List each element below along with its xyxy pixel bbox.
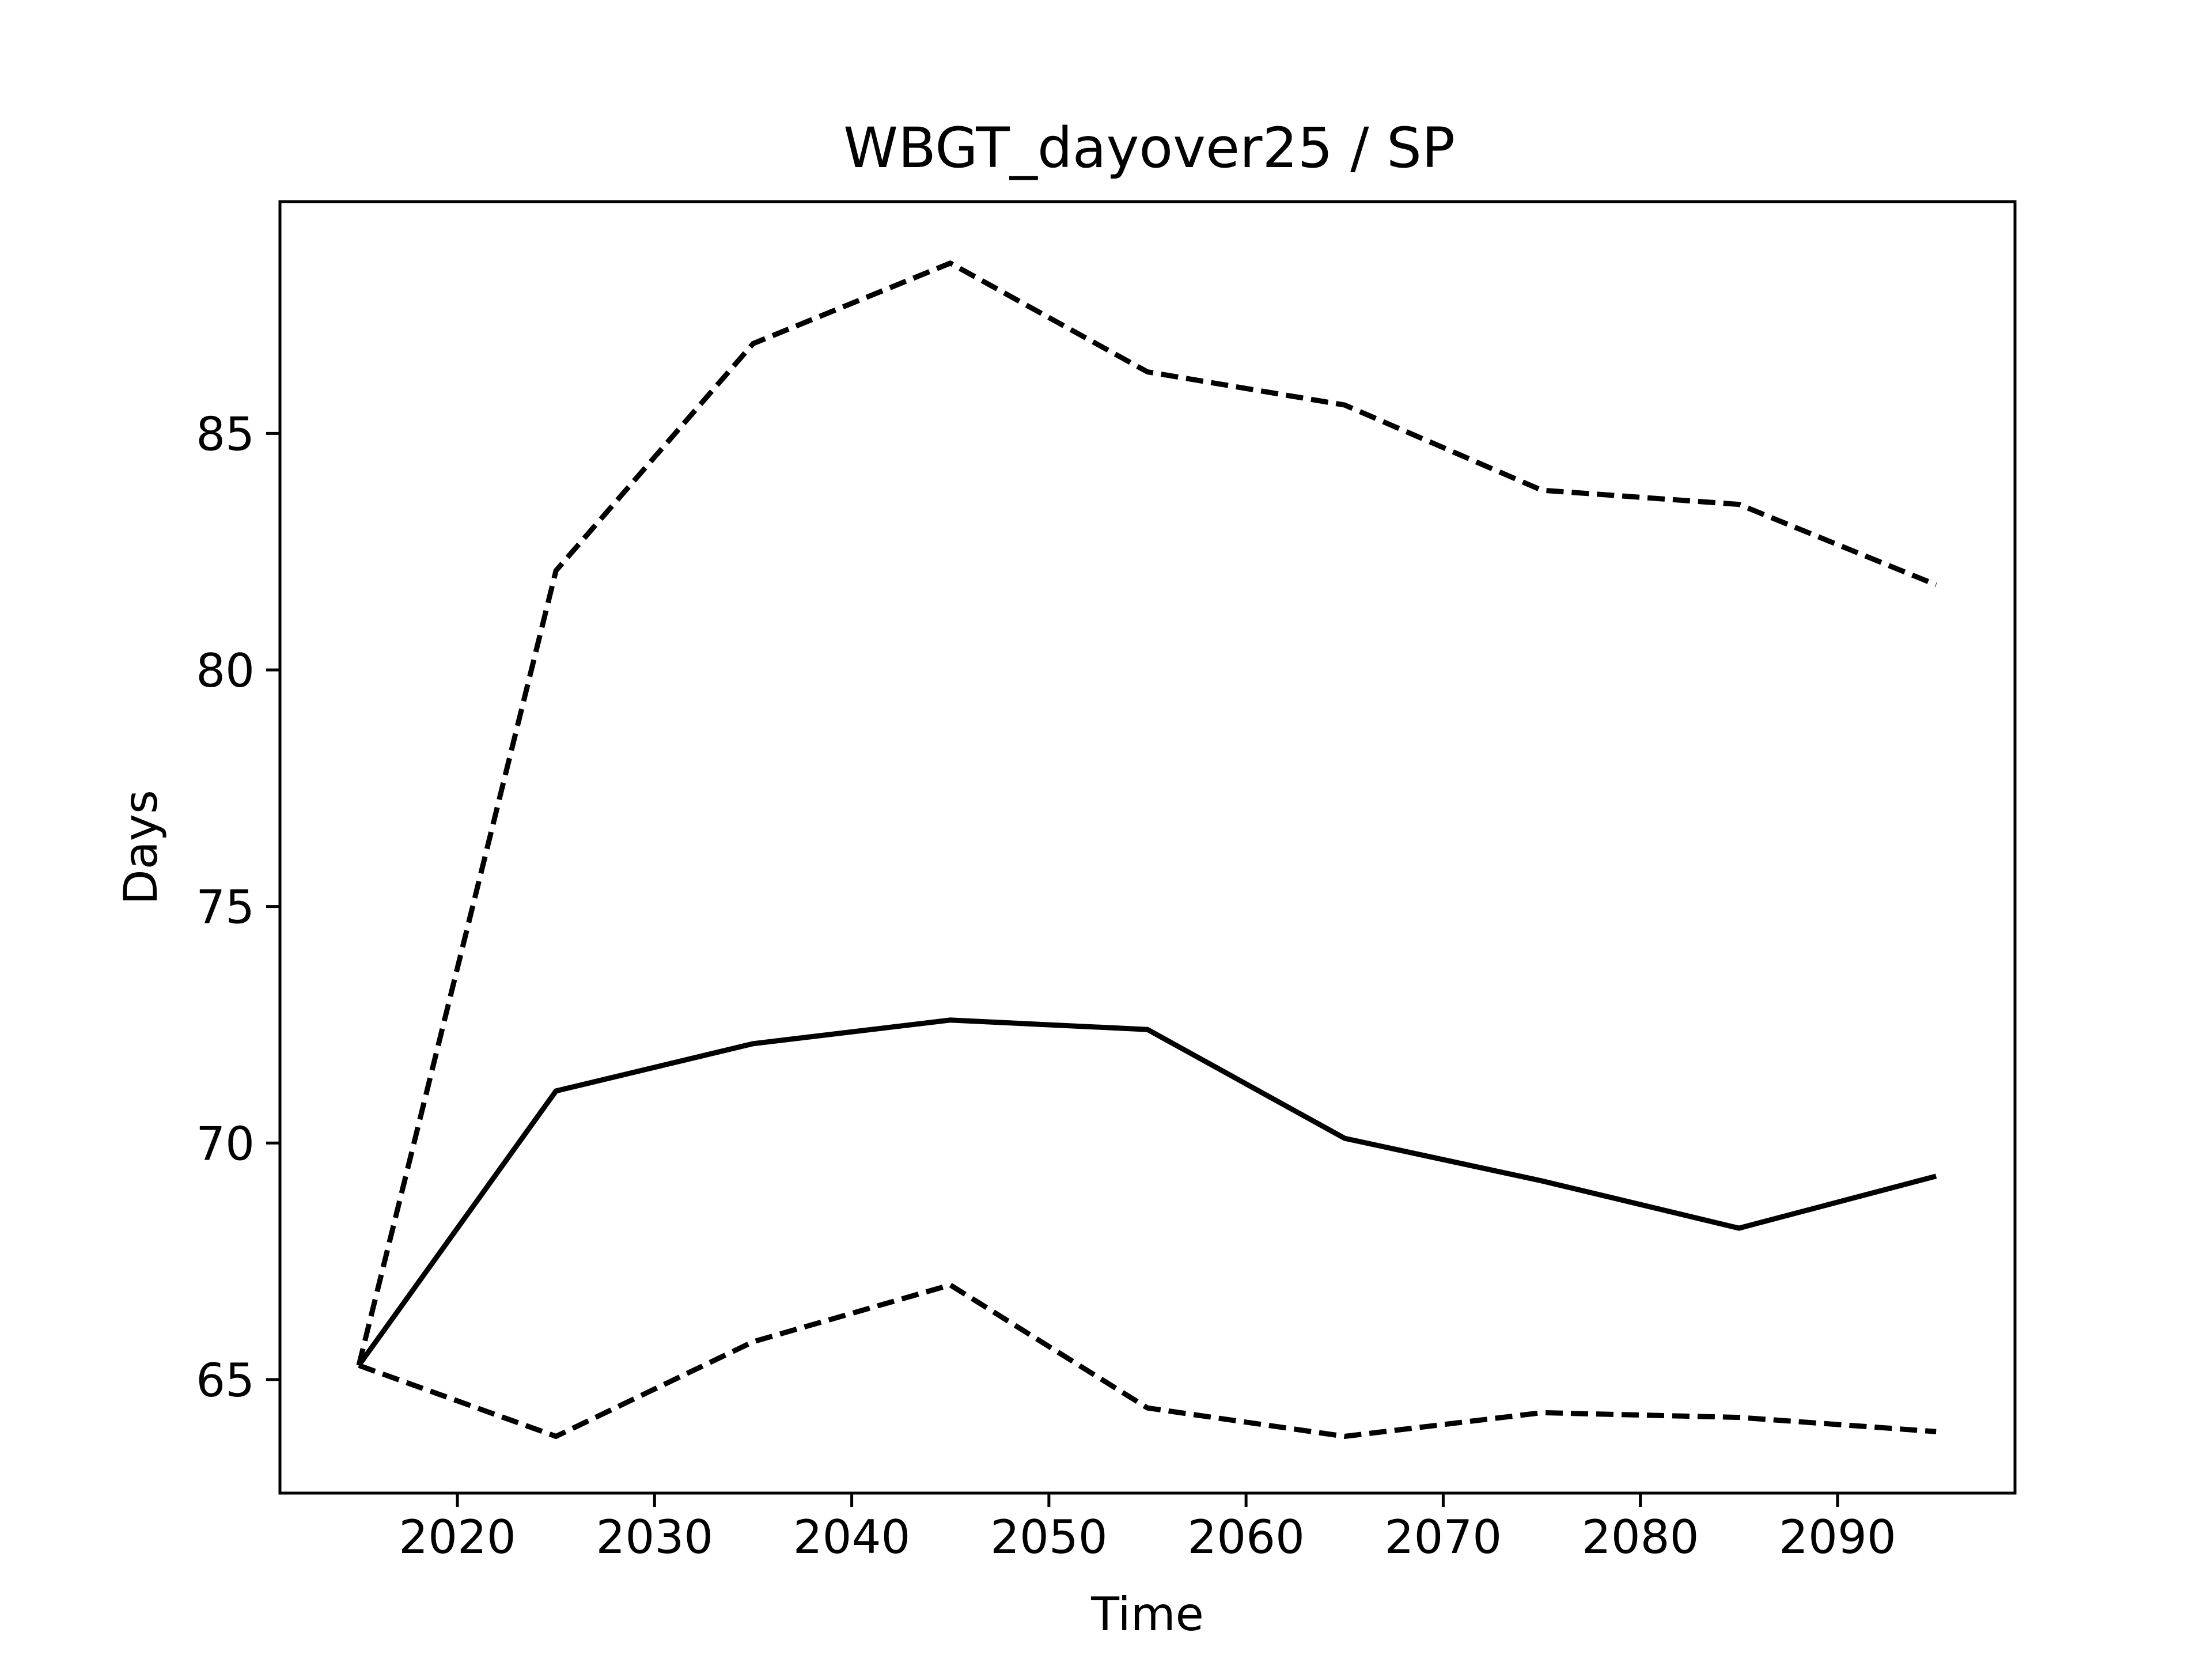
y-axis-label: Days: [114, 790, 168, 905]
series-line-2: [356, 260, 1937, 1366]
x-tick-label: 2070: [1385, 1510, 1502, 1564]
x-tick-label: 2030: [596, 1510, 714, 1564]
x-tick-label: 2060: [1187, 1510, 1305, 1564]
series-line-3: [358, 1282, 1937, 1439]
x-axis: 2020 2030 2040 2050 2060 2070 2080 2090: [399, 1493, 1896, 1564]
y-tick-label: 80: [196, 644, 255, 698]
series-line-1: [357, 1017, 1937, 1367]
y-axis: 65 70 75 80 85: [196, 407, 280, 1407]
x-tick-label: 2050: [990, 1510, 1108, 1564]
plot-frame: [278, 200, 2017, 1495]
series-layer: [356, 260, 1937, 1439]
x-tick-label: 2080: [1582, 1510, 1699, 1564]
x-tick-label: 2040: [793, 1510, 911, 1564]
y-tick-label: 85: [196, 407, 255, 461]
x-tick-label: 2090: [1779, 1510, 1896, 1564]
y-tick-label: 75: [196, 881, 255, 934]
y-tick-label: 70: [196, 1117, 255, 1171]
x-axis-label: Time: [1090, 1588, 1204, 1641]
chart-title: WBGT_dayover25 / SP: [843, 116, 1455, 180]
x-tick-label: 2020: [399, 1510, 516, 1564]
y-tick-label: 65: [196, 1354, 255, 1407]
